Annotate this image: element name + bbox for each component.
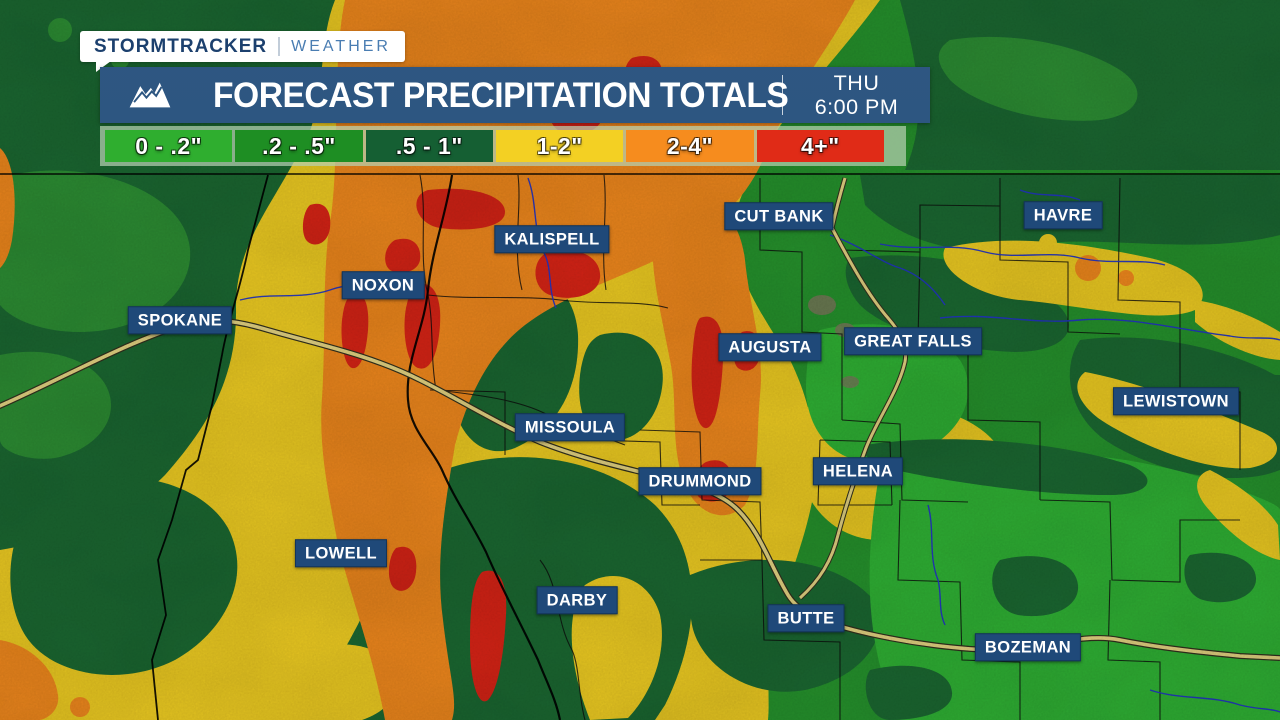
legend: 0 - .2" .2 - .5" .5 - 1" 1-2" 2-4" 4+"	[100, 126, 906, 166]
logo-secondary-text: WEATHER	[291, 37, 391, 55]
city-label: BOZEMAN	[974, 633, 1082, 661]
banner-day: THU	[833, 70, 880, 95]
city-label: MISSOULA	[514, 413, 626, 441]
legend-item: 0 - .2"	[105, 130, 233, 162]
city-label: GREAT FALLS	[844, 327, 982, 355]
city-label: DRUMMOND	[638, 467, 762, 495]
banner-title: FORECAST PRECIPITATION TOTALS	[213, 76, 789, 115]
stormtracker-logo: STORMTRACKER WEATHER	[80, 31, 405, 72]
city-label: HAVRE	[1023, 201, 1103, 229]
city-label: KALISPELL	[494, 225, 610, 253]
logo-primary-text: STORMTRACKER	[94, 35, 268, 57]
city-label: AUGUSTA	[718, 333, 822, 361]
legend-item: .5 - 1"	[365, 130, 493, 162]
city-label: LEWISTOWN	[1113, 387, 1239, 415]
city-label: DARBY	[536, 586, 618, 614]
title-banner: FORECAST PRECIPITATION TOTALS THU 6:00 P…	[100, 67, 930, 123]
legend-item: 4+"	[756, 130, 884, 162]
legend-item: 2-4"	[626, 130, 754, 162]
banner-valid-time: THU 6:00 PM	[783, 67, 930, 123]
city-label: HELENA	[812, 457, 904, 485]
legend-item: .2 - .5"	[235, 130, 363, 162]
banner-divider	[782, 75, 783, 115]
banner-time: 6:00 PM	[814, 95, 899, 119]
city-label: SPOKANE	[127, 306, 233, 334]
city-label: BUTTE	[767, 604, 845, 632]
legend-item: 1-2"	[495, 130, 624, 162]
city-label: CUT BANK	[724, 202, 834, 230]
city-label: NOXON	[341, 271, 425, 299]
mountain-icon	[129, 82, 171, 108]
city-label: LOWELL	[294, 539, 388, 567]
logo-divider	[278, 37, 281, 56]
